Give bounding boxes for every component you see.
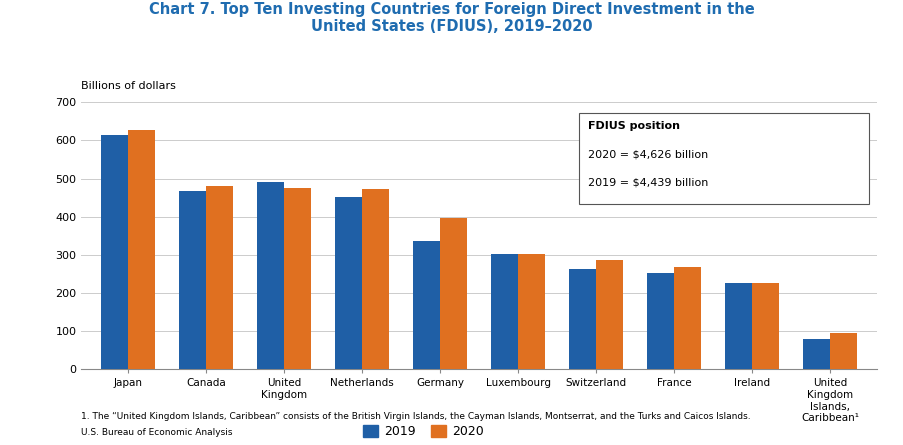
Bar bbox=[101, 135, 128, 369]
Bar bbox=[829, 333, 856, 369]
Bar bbox=[128, 130, 155, 369]
Bar bbox=[413, 241, 440, 369]
Text: 2020 = $4,626 billion: 2020 = $4,626 billion bbox=[588, 149, 708, 159]
Bar bbox=[362, 189, 389, 369]
Bar bbox=[568, 269, 595, 369]
Bar bbox=[179, 191, 206, 369]
Bar bbox=[724, 283, 751, 369]
Bar bbox=[334, 197, 362, 369]
Text: 1. The “United Kingdom Islands, Caribbean” consists of the British Virgin Island: 1. The “United Kingdom Islands, Caribbea… bbox=[81, 412, 750, 421]
Bar bbox=[256, 182, 284, 369]
Bar bbox=[517, 254, 545, 369]
Text: United States (FDIUS), 2019–2020: United States (FDIUS), 2019–2020 bbox=[311, 19, 592, 34]
Bar bbox=[751, 283, 778, 369]
Bar bbox=[206, 186, 233, 369]
Text: FDIUS position: FDIUS position bbox=[588, 121, 679, 131]
Legend: 2019, 2020: 2019, 2020 bbox=[358, 420, 489, 443]
Text: U.S. Bureau of Economic Analysis: U.S. Bureau of Economic Analysis bbox=[81, 428, 233, 437]
Text: Chart 7. Top Ten Investing Countries for Foreign Direct Investment in the: Chart 7. Top Ten Investing Countries for… bbox=[149, 2, 754, 17]
FancyBboxPatch shape bbox=[578, 113, 868, 204]
Text: Billions of dollars: Billions of dollars bbox=[81, 81, 176, 91]
Bar bbox=[284, 188, 312, 369]
Bar bbox=[802, 339, 829, 369]
Bar bbox=[440, 218, 467, 369]
Text: 2019 = $4,439 billion: 2019 = $4,439 billion bbox=[588, 177, 708, 187]
Bar bbox=[674, 267, 701, 369]
Bar bbox=[646, 273, 674, 369]
Bar bbox=[595, 260, 623, 369]
Bar bbox=[490, 254, 517, 369]
